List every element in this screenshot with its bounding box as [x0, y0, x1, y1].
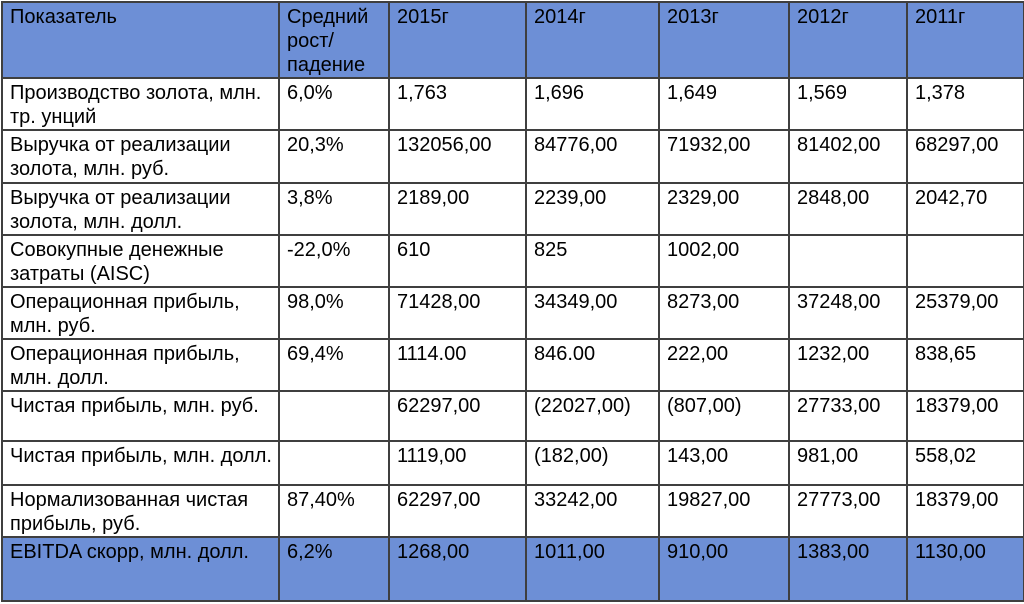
table-row: Выручка от реализации золота, млн. долл.…: [1, 182, 1024, 236]
value-cell-2014г: 84776,00: [525, 129, 660, 184]
value-cell-2013г: 910,00: [658, 536, 790, 602]
value-cell-2015г: 62297,00: [388, 390, 527, 442]
table-header-row: Показатель Средний рост/ падение 2015г 2…: [1, 1, 1024, 79]
value-cell-2012г: 2848,00: [788, 182, 908, 236]
table-row: Выручка от реализации золота, млн. руб. 2…: [1, 129, 1024, 184]
column-header-year-2011: 2011г: [906, 1, 1024, 79]
value-cell-2015г: 62297,00: [388, 484, 527, 538]
value-cell-2014г: (182,00): [525, 440, 660, 486]
growth-cell: 20,3%: [278, 129, 390, 184]
column-header-year-2013: 2013г: [658, 1, 790, 79]
value-cell-2014г: 34349,00: [525, 286, 660, 340]
table-row: Производство золота, млн. тр. унций 6,0% 1…: [1, 77, 1024, 131]
column-header-year-2014: 2014г: [525, 1, 660, 79]
column-header-year-2015: 2015г: [388, 1, 527, 79]
value-cell-2012г: 81402,00: [788, 129, 908, 184]
value-cell-2015г: 1114.00: [388, 338, 527, 392]
value-cell-2012г: 1232,00: [788, 338, 908, 392]
indicator-cell: Операционная прибыль, млн. руб.: [1, 286, 280, 340]
value-cell-2014г: 2239,00: [525, 182, 660, 236]
value-cell-2014г: 846.00: [525, 338, 660, 392]
value-cell-2011г: 1,378: [906, 77, 1024, 131]
table-row: Операционная прибыль, млн. долл. 69,4% 111…: [1, 338, 1024, 392]
value-cell-2015г: 1119,00: [388, 440, 527, 486]
value-cell-2011г: 25379,00: [906, 286, 1024, 340]
value-cell-2012г: [788, 234, 908, 288]
value-cell-2015г: 1,763: [388, 77, 527, 131]
column-header-growth: Средний рост/ падение: [278, 1, 390, 79]
growth-cell: [278, 390, 390, 442]
value-cell-2014г: (22027,00): [525, 390, 660, 442]
value-cell-2012г: 1,569: [788, 77, 908, 131]
column-header-year-2012: 2012г: [788, 1, 908, 79]
value-cell-2013г: 8273,00: [658, 286, 790, 340]
growth-cell: 3,8%: [278, 182, 390, 236]
growth-cell: 98,0%: [278, 286, 390, 340]
indicator-cell: Нормализованная чистая прибыль, руб.: [1, 484, 280, 538]
value-cell-2013г: 143,00: [658, 440, 790, 486]
value-cell-2013г: 2329,00: [658, 182, 790, 236]
indicator-cell: Операционная прибыль, млн. долл.: [1, 338, 280, 392]
value-cell-2011г: 2042,70: [906, 182, 1024, 236]
value-cell-2014г: 33242,00: [525, 484, 660, 538]
value-cell-2011г: 1130,00: [906, 536, 1024, 602]
table-row: Совокупные денежные затраты (AISC) -22,0%…: [1, 234, 1024, 288]
value-cell-2011г: 18379,00: [906, 484, 1024, 538]
value-cell-2013г: (807,00): [658, 390, 790, 442]
value-cell-2013г: 222,00: [658, 338, 790, 392]
value-cell-2012г: 981,00: [788, 440, 908, 486]
indicator-cell: Чистая прибыль, млн. долл.: [1, 440, 280, 486]
growth-cell: 6,0%: [278, 77, 390, 131]
value-cell-2015г: 1268,00: [388, 536, 527, 602]
table-row: Чистая прибыль, млн. руб. 62297,00 (22027,…: [1, 390, 1024, 442]
value-cell-2012г: 27733,00: [788, 390, 908, 442]
growth-cell: -22,0%: [278, 234, 390, 288]
value-cell-2014г: 1,696: [525, 77, 660, 131]
value-cell-2013г: 1,649: [658, 77, 790, 131]
value-cell-2011г: [906, 234, 1024, 288]
growth-cell: 69,4%: [278, 338, 390, 392]
value-cell-2011г: 68297,00: [906, 129, 1024, 184]
indicator-cell: Выручка от реализации золота, млн. долл.: [1, 182, 280, 236]
column-header-indicator: Показатель: [1, 1, 280, 79]
table-body: Производство золота, млн. тр. унций 6,0% 1…: [1, 77, 1024, 602]
value-cell-2011г: 558,02: [906, 440, 1024, 486]
indicator-cell: Выручка от реализации золота, млн. руб.: [1, 129, 280, 184]
value-cell-2015г: 2189,00: [388, 182, 527, 236]
value-cell-2012г: 1383,00: [788, 536, 908, 602]
value-cell-2015г: 71428,00: [388, 286, 527, 340]
value-cell-2013г: 19827,00: [658, 484, 790, 538]
table-row: Чистая прибыль, млн. долл. 1119,00 (182,00…: [1, 440, 1024, 486]
indicator-cell: Производство золота, млн. тр. унций: [1, 77, 280, 131]
table-row: Операционная прибыль, млн. руб. 98,0% 7142…: [1, 286, 1024, 340]
growth-cell: 6,2%: [278, 536, 390, 602]
value-cell-2013г: 71932,00: [658, 129, 790, 184]
value-cell-2015г: 132056,00: [388, 129, 527, 184]
table-row: EBITDA скорр, млн. долл. 6,2% 1268,00 1011,…: [1, 536, 1024, 602]
value-cell-2011г: 18379,00: [906, 390, 1024, 442]
indicator-cell: EBITDA скорр, млн. долл.: [1, 536, 280, 602]
value-cell-2015г: 610: [388, 234, 527, 288]
value-cell-2012г: 37248,00: [788, 286, 908, 340]
indicator-cell: Совокупные денежные затраты (AISC): [1, 234, 280, 288]
value-cell-2014г: 825: [525, 234, 660, 288]
growth-cell: [278, 440, 390, 486]
indicator-cell: Чистая прибыль, млн. руб.: [1, 390, 280, 442]
value-cell-2012г: 27773,00: [788, 484, 908, 538]
value-cell-2013г: 1002,00: [658, 234, 790, 288]
table-row: Нормализованная чистая прибыль, руб. 87,4…: [1, 484, 1024, 538]
value-cell-2014г: 1011,00: [525, 536, 660, 602]
growth-cell: 87,40%: [278, 484, 390, 538]
value-cell-2011г: 838,65: [906, 338, 1024, 392]
